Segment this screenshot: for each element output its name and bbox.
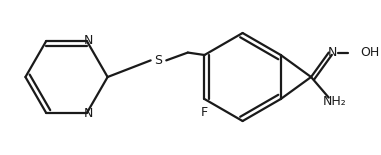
Text: S: S — [154, 54, 162, 67]
Text: N: N — [83, 34, 93, 47]
Text: NH₂: NH₂ — [323, 95, 346, 108]
Text: F: F — [201, 106, 208, 119]
Text: N: N — [83, 107, 93, 120]
Text: N: N — [328, 46, 337, 59]
Text: OH: OH — [360, 46, 379, 59]
